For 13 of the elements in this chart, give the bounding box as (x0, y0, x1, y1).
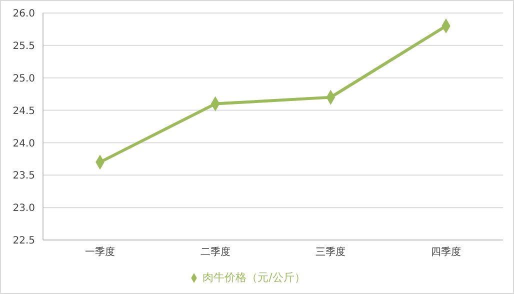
y-tick-label: 26.0 (12, 8, 35, 20)
x-tick-label: 一季度 (85, 246, 115, 258)
x-tick-label: 二季度 (200, 246, 230, 258)
y-tick-label: 24.0 (12, 138, 35, 150)
y-tick-label: 23.5 (12, 170, 35, 182)
y-tick-label: 22.5 (12, 236, 35, 247)
y-tick-label: 25.5 (12, 40, 35, 52)
legend-label: 肉牛价格（元/公斤） (202, 271, 306, 284)
x-tick-label: 三季度 (316, 246, 346, 258)
y-tick-label: 24.5 (12, 106, 35, 117)
y-tick-label: 25.0 (12, 73, 35, 84)
x-tick-label: 四季度 (431, 246, 461, 258)
y-tick-label: 23.0 (12, 203, 35, 214)
